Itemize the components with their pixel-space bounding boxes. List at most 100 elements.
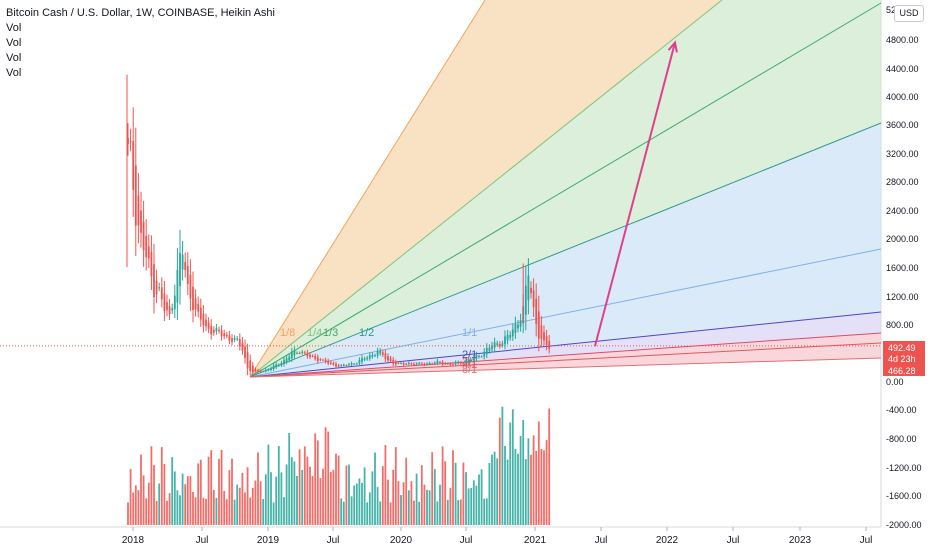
volume-bar	[402, 482, 405, 525]
volume-bar	[501, 406, 504, 525]
gann-fan-line	[249, 0, 723, 378]
volume-bar	[332, 469, 335, 525]
candle-body	[176, 269, 179, 303]
volume-bar	[301, 469, 304, 525]
candle-body	[285, 358, 288, 362]
price-candle	[225, 331, 228, 339]
candle-body	[280, 362, 283, 366]
volume-bar	[548, 408, 551, 525]
volume-bar	[280, 472, 283, 525]
price-candle	[532, 278, 535, 317]
price-candle	[439, 360, 441, 363]
candle-body	[397, 362, 400, 364]
price-axis-tick: 1600.00	[886, 263, 919, 273]
candle-body	[194, 298, 197, 310]
symbol-title[interactable]: Bitcoin Cash / U.S. Dollar, 1W, COINBASE…	[6, 7, 275, 19]
volume-bar	[173, 471, 176, 525]
candle-body	[410, 363, 413, 365]
volume-bar	[142, 475, 145, 525]
candle-body	[363, 358, 366, 360]
candle-body	[129, 140, 132, 142]
candle-body	[509, 334, 512, 338]
price-label-badge: 4d 23h	[883, 352, 925, 364]
candle-body	[142, 221, 145, 251]
price-axis-tick: 4400.00	[886, 64, 919, 74]
volume-bar	[145, 498, 148, 525]
volume-bar	[441, 446, 444, 525]
candle-body	[316, 357, 319, 362]
price-candle	[246, 343, 249, 376]
volume-bar	[228, 470, 231, 525]
volume-bar	[511, 409, 514, 525]
price-candle	[358, 357, 361, 366]
price-candle	[140, 191, 142, 248]
candle-body	[433, 362, 436, 364]
candle-body	[179, 252, 181, 287]
candle-body	[134, 165, 137, 226]
price-candle	[444, 361, 447, 366]
volume-bar	[420, 465, 423, 525]
volume-indicator-label[interactable]: Vol	[6, 67, 22, 79]
candle-body	[462, 363, 465, 365]
price-candle	[454, 360, 457, 366]
volume-bar	[270, 472, 272, 525]
price-candle	[231, 334, 233, 346]
price-candle	[514, 316, 517, 339]
time-axis-tick: 2020	[390, 535, 413, 546]
candle-body	[150, 252, 153, 277]
price-candle	[475, 351, 478, 362]
volume-bar	[493, 451, 496, 525]
price-candle	[420, 362, 423, 366]
volume-bar	[288, 433, 291, 525]
volume-bar	[218, 458, 220, 525]
candle-body	[254, 368, 257, 372]
time-axis-tick: Jul	[327, 535, 340, 546]
volume-bar	[348, 464, 350, 525]
volume-bar	[457, 500, 460, 525]
price-candle	[270, 366, 272, 372]
volume-bar	[394, 447, 397, 525]
price-candle	[192, 271, 194, 323]
volume-bar	[140, 454, 142, 525]
candle-body	[532, 290, 535, 308]
candle-body	[238, 338, 241, 347]
candle-body	[394, 361, 397, 365]
volume-bar	[366, 502, 369, 525]
candle-body	[423, 363, 426, 366]
volume-bar	[199, 459, 202, 525]
candle-body	[483, 351, 486, 357]
time-axis-tick: 2019	[257, 535, 280, 546]
volume-bar	[428, 490, 431, 525]
price-candle	[493, 337, 496, 352]
volume-bar	[363, 467, 366, 525]
candle-body	[153, 264, 155, 298]
volume-bar	[384, 445, 387, 525]
volume-bar	[223, 490, 226, 525]
price-candle	[199, 298, 202, 327]
price-candle	[150, 235, 153, 290]
volume-bar	[311, 475, 314, 525]
volume-bar	[488, 463, 491, 525]
price-candle	[163, 280, 166, 321]
price-candle	[524, 266, 527, 331]
volume-bar	[498, 417, 501, 525]
volume-bar	[361, 482, 363, 525]
volume-indicator-label[interactable]: Vol	[6, 52, 22, 64]
price-candle	[400, 362, 402, 365]
price-candle	[186, 252, 189, 295]
candle-body	[449, 363, 452, 365]
price-candle	[153, 243, 155, 314]
volume-bar	[309, 466, 311, 525]
price-candle	[335, 361, 337, 369]
volume-indicator-label[interactable]: Vol	[6, 37, 22, 49]
price-label-text: 466.28	[888, 366, 916, 376]
volume-bar	[405, 457, 408, 525]
candle-body	[381, 352, 384, 355]
volume-bar	[267, 444, 270, 525]
volume-indicator-label[interactable]: Vol	[6, 22, 22, 34]
volume-bar	[298, 449, 301, 525]
currency-button[interactable]: USD	[894, 5, 924, 22]
candle-body	[158, 287, 161, 289]
price-candle	[262, 370, 265, 373]
